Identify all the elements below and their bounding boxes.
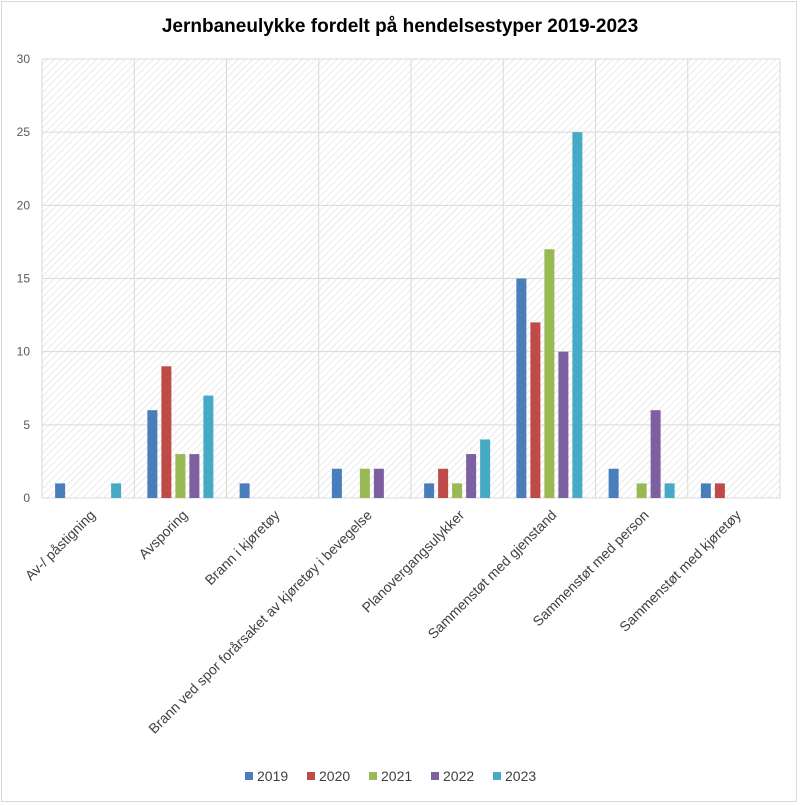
legend-label: 2020 xyxy=(319,768,350,784)
bar-2023 xyxy=(480,439,491,498)
bar-2019 xyxy=(608,468,619,498)
bar-2023 xyxy=(664,483,675,498)
legend-swatch-2020 xyxy=(307,772,315,780)
bar-2023 xyxy=(203,395,214,498)
bar-2019 xyxy=(239,483,250,498)
legend-label: 2022 xyxy=(443,768,474,784)
bar-2023 xyxy=(572,132,583,498)
x-tick-label: Brann ved spor forårsaket av kjøretøy i … xyxy=(145,507,375,737)
x-tick-label: Av-/ påstigning xyxy=(22,507,99,584)
bar-2022 xyxy=(558,351,569,498)
bar-2020 xyxy=(530,322,541,498)
x-tick-label: Avsporing xyxy=(135,507,190,562)
legend-swatch-2022 xyxy=(431,772,439,780)
bar-2020 xyxy=(161,366,172,498)
y-tick-label: 5 xyxy=(23,418,30,432)
x-tick-label: Brann i kjøretøy xyxy=(202,507,283,588)
y-tick-label: 30 xyxy=(17,52,31,66)
bar-2021 xyxy=(175,454,186,498)
bar-2019 xyxy=(424,483,435,498)
x-tick-label: Planovergangsulykker xyxy=(359,507,468,616)
bar-2020 xyxy=(714,483,725,498)
bar-2019 xyxy=(331,468,342,498)
chart-title: Jernbaneulykke fordelt på hendelsestyper… xyxy=(161,16,639,37)
y-tick-label: 10 xyxy=(17,345,31,359)
legend-label: 2019 xyxy=(257,768,288,784)
y-tick-label: 15 xyxy=(17,272,31,286)
bar-2019 xyxy=(516,278,527,498)
bar-2021 xyxy=(452,483,463,498)
bar-2022 xyxy=(466,454,477,498)
y-tick-label: 0 xyxy=(23,491,30,505)
legend-swatch-2023 xyxy=(493,772,501,780)
bar-2021 xyxy=(636,483,647,498)
y-tick-label: 25 xyxy=(17,125,31,139)
y-tick-label: 20 xyxy=(17,198,31,212)
legend-label: 2021 xyxy=(381,768,412,784)
bar-2019 xyxy=(147,410,158,498)
bar-2020 xyxy=(438,468,449,498)
bar-2021 xyxy=(359,468,370,498)
legend-label: 2023 xyxy=(505,768,536,784)
bar-2021 xyxy=(544,249,555,498)
bar-2022 xyxy=(189,454,200,498)
bar-2022 xyxy=(650,410,661,498)
bar-2022 xyxy=(373,468,384,498)
legend-swatch-2019 xyxy=(245,772,253,780)
bar-2019 xyxy=(55,483,66,498)
bar-2023 xyxy=(111,483,122,498)
legend-swatch-2021 xyxy=(369,772,377,780)
bar-2019 xyxy=(700,483,711,498)
